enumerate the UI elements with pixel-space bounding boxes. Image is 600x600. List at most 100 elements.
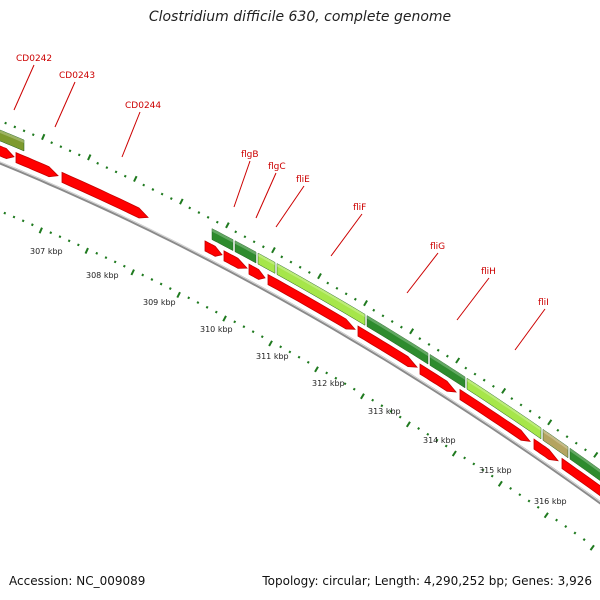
- lower-tick: [490, 474, 494, 478]
- backbone-line: [0, 161, 600, 505]
- gene-label[interactable]: CD0242: [16, 54, 52, 64]
- cds-arrow: [204, 240, 223, 257]
- gene-leader-line: [121, 111, 141, 158]
- lower-tick: [481, 468, 485, 472]
- lower-tick: [297, 355, 301, 359]
- cds-arrow: [533, 438, 559, 462]
- upper-tick: [464, 366, 468, 370]
- blast-hit-shine: [212, 228, 233, 243]
- lower-tick: [497, 480, 503, 487]
- lower-tick: [233, 320, 237, 324]
- upper-tick: [151, 188, 155, 191]
- kbp-label: 311 kbp: [256, 352, 289, 361]
- upper-tick: [473, 372, 477, 376]
- lower-tick: [260, 335, 264, 339]
- lower-tick: [196, 301, 200, 304]
- lower-tick: [3, 211, 7, 215]
- upper-tick: [399, 325, 403, 329]
- upper-tick: [307, 270, 311, 274]
- cds-arrow: [15, 151, 59, 178]
- lower-tick: [205, 305, 209, 309]
- kbp-label: 310 kbp: [200, 325, 233, 334]
- blast-hit-shine: [367, 315, 428, 357]
- blast-hit-segment: [0, 129, 25, 152]
- upper-tick: [455, 357, 461, 364]
- lower-tick: [334, 376, 338, 380]
- lower-tick: [30, 223, 34, 227]
- gene-leader-line: [456, 277, 490, 321]
- upper-tick: [77, 153, 81, 157]
- kbp-label: 315 kbp: [479, 466, 512, 475]
- upper-tick: [22, 129, 26, 133]
- gene-label[interactable]: fliG: [430, 242, 445, 252]
- upper-tick: [87, 154, 92, 161]
- genome-stats: Topology: circular; Length: 4,290,252 bp…: [262, 574, 592, 588]
- upper-tick: [574, 441, 578, 445]
- gene-leader-line: [54, 81, 76, 128]
- lower-tick: [518, 493, 522, 497]
- gene-label[interactable]: fliH: [481, 267, 496, 277]
- upper-tick: [565, 435, 569, 439]
- upper-tick: [427, 342, 431, 346]
- lower-tick: [187, 296, 191, 300]
- accession-label: Accession: NC_009089: [9, 574, 146, 588]
- upper-tick: [31, 133, 35, 137]
- lower-tick: [360, 393, 365, 400]
- lower-tick: [555, 518, 559, 522]
- lower-tick: [122, 264, 126, 268]
- upper-tick: [169, 197, 173, 201]
- blast-hit-shine: [570, 448, 600, 473]
- upper-tick: [252, 240, 256, 244]
- upper-tick: [123, 174, 127, 178]
- tick-track: 307 kbp 308 kbp 309 kbp 310 kbp 311 kbp 312 k…: [3, 121, 599, 551]
- lower-tick: [288, 350, 292, 354]
- gene-label[interactable]: flgB: [241, 150, 259, 160]
- gene-label[interactable]: fliI: [538, 298, 549, 308]
- lower-tick: [58, 235, 62, 239]
- cds-arrow: [223, 250, 248, 269]
- lower-tick: [582, 538, 586, 542]
- cds-arrow: [248, 263, 266, 280]
- upper-tick: [436, 348, 440, 352]
- upper-tick: [372, 308, 376, 312]
- lower-tick: [214, 310, 218, 314]
- lower-tick: [472, 462, 476, 466]
- lower-tick: [371, 398, 375, 402]
- upper-tick: [4, 121, 7, 125]
- lower-tick: [325, 371, 329, 375]
- backbone-track: [0, 161, 600, 505]
- gene-label[interactable]: fliE: [296, 175, 310, 185]
- blast-hit-segment: [366, 315, 429, 365]
- gene-leader-line: [13, 64, 35, 111]
- cds-arrow: [267, 273, 356, 330]
- upper-tick: [114, 170, 118, 174]
- upper-tick: [280, 255, 284, 259]
- lower-tick: [435, 438, 439, 442]
- upper-tick: [41, 133, 46, 141]
- lower-tick: [268, 340, 273, 347]
- gene-label[interactable]: CD0244: [125, 101, 161, 111]
- gene-leader-line: [233, 160, 251, 208]
- upper-tick: [519, 403, 523, 407]
- lower-tick: [242, 325, 246, 329]
- upper-tick: [59, 145, 63, 149]
- lower-tick: [343, 382, 347, 386]
- upper-tick: [179, 198, 184, 205]
- upper-tick: [234, 230, 238, 234]
- upper-tick: [381, 314, 385, 318]
- lower-tick: [314, 366, 319, 373]
- blast-hit-shine: [277, 263, 365, 318]
- lower-tick: [113, 260, 117, 264]
- upper-tick: [363, 299, 368, 307]
- upper-tick: [243, 235, 247, 239]
- lower-tick: [389, 409, 393, 413]
- upper-tick: [547, 419, 553, 426]
- lower-tick: [536, 505, 540, 509]
- lower-tick: [564, 525, 568, 528]
- gene-label[interactable]: CD0243: [59, 71, 95, 81]
- gene-label[interactable]: fliF: [353, 203, 366, 213]
- blast-hit-segment: [276, 263, 366, 326]
- blast-hit-shine: [258, 253, 275, 266]
- gene-label[interactable]: flgC: [268, 162, 286, 172]
- kbp-label: 314 kbp: [423, 436, 456, 445]
